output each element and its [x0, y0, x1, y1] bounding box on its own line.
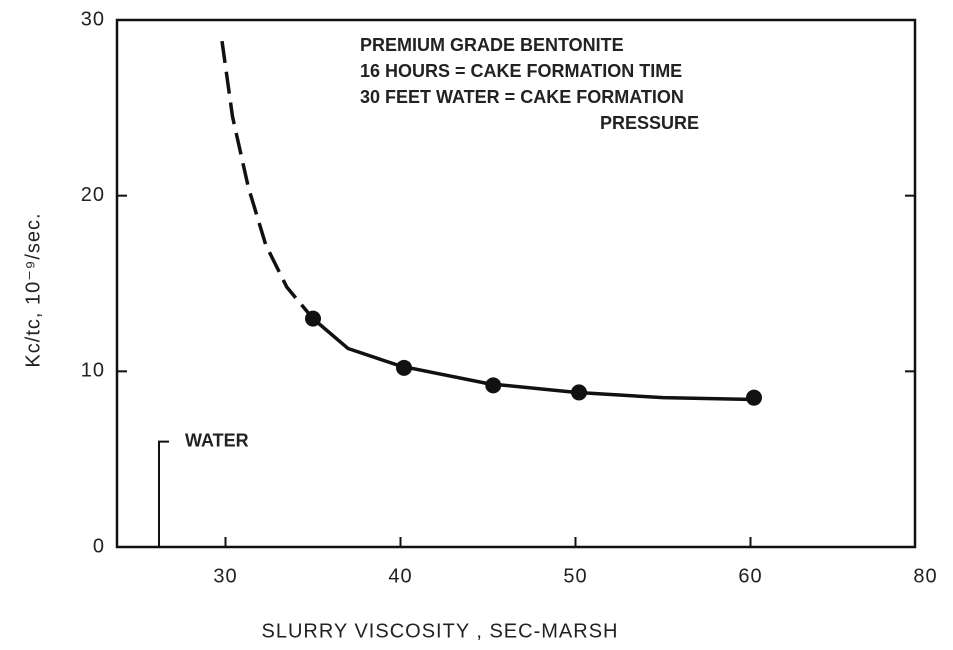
x-tick-label: 30 [213, 565, 237, 587]
x-tick-label: 40 [388, 565, 412, 587]
y-tick-label: 10 [81, 360, 105, 382]
y-tick-label: 30 [81, 8, 105, 30]
x-tick-label: 80 [913, 565, 937, 587]
annotation: 30 FEET WATER = CAKE FORMATION [360, 87, 684, 107]
x-axis-label: SLURRY VISCOSITY , SEC-MARSH [262, 620, 619, 642]
curve [311, 317, 755, 402]
y-axis-label: Kc/tc, 10⁻⁹/sec. [22, 212, 44, 367]
x-tick-label: 60 [738, 565, 762, 587]
data-point [571, 384, 587, 401]
y-tick-label: 0 [93, 535, 105, 557]
annotation: PRESSURE [600, 113, 699, 133]
data-point [746, 389, 762, 406]
annotation: 16 HOURS = CAKE FORMATION TIME [360, 61, 682, 81]
plot-frame [115, 18, 917, 549]
y-tick-label: 20 [81, 184, 105, 206]
curve [220, 40, 315, 320]
data-point [396, 359, 412, 376]
annotation: PREMIUM GRADE BENTONITE [360, 35, 624, 55]
data-point [485, 377, 502, 394]
data-point [305, 310, 321, 327]
water-label: WATER [185, 430, 249, 450]
water-marker [158, 440, 169, 547]
x-tick-label: 50 [563, 565, 587, 587]
